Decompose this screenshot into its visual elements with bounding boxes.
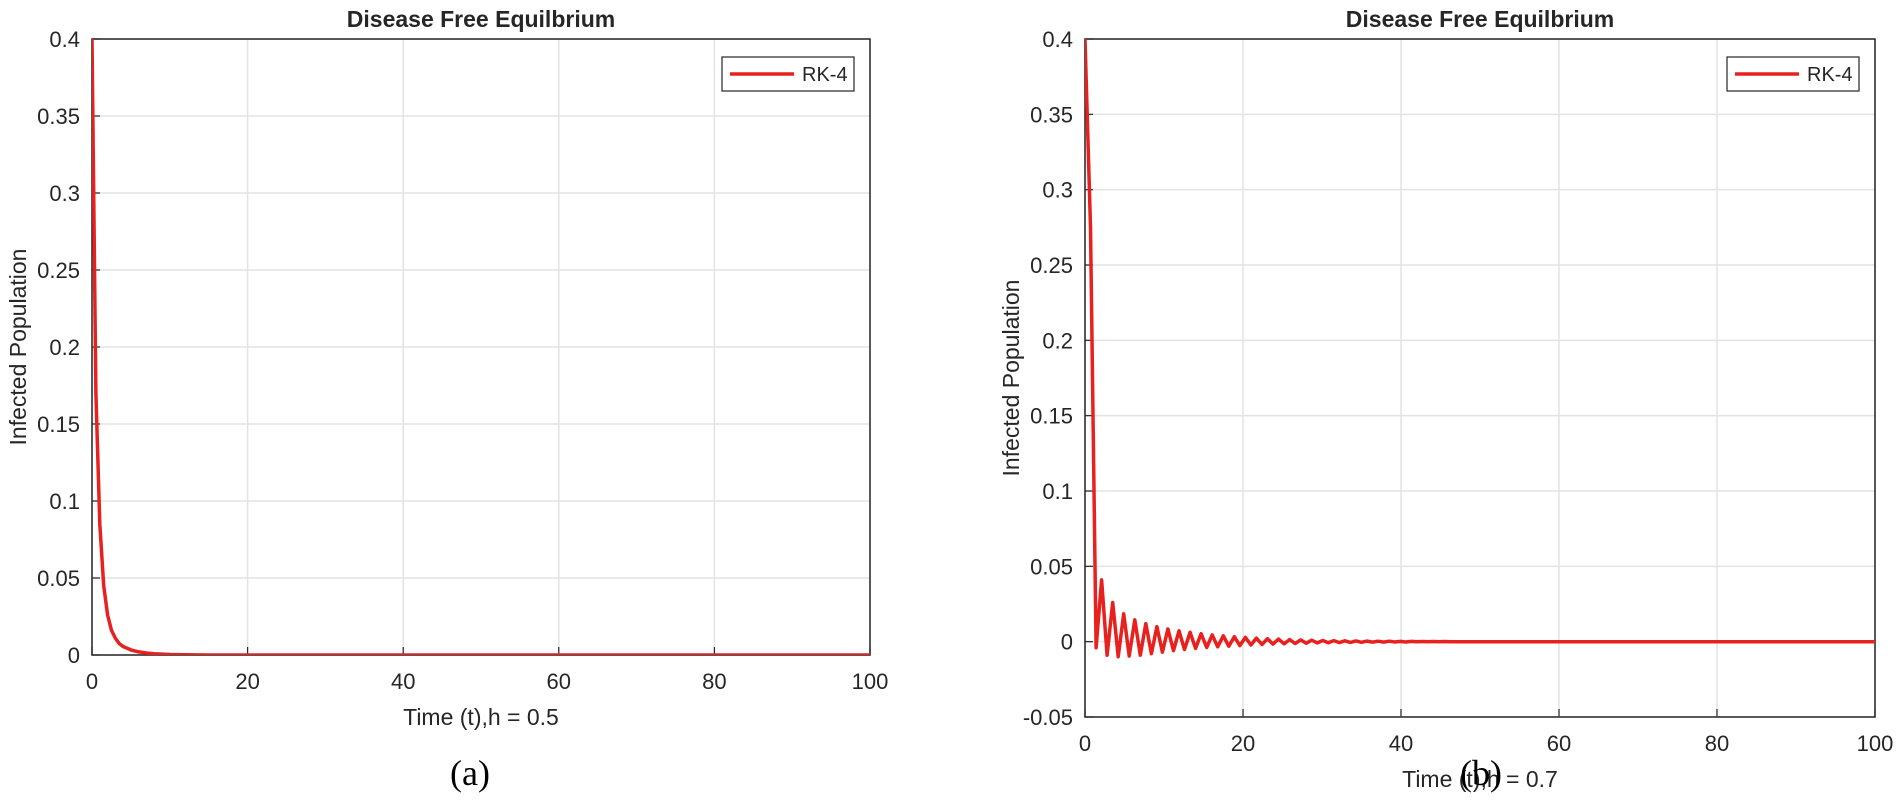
chart-0-x-tick-label: 0 — [86, 669, 98, 694]
caption-a: (a) — [450, 753, 490, 793]
chart-b: 0 20 40 60 80 100-0.0500.050.10.150.20.250.30… — [998, 6, 1894, 792]
chart-a: 0 20 40 60 80 100 0 0.05 0.1 0.15 0.2 0.25 0.3 0.35 0.… — [5, 6, 889, 730]
chart-1-x-tick-label: 20 — [1231, 731, 1255, 756]
chart-1-y-tick-label: 0.15 — [1030, 404, 1073, 429]
chart-1-x-tick-label: 80 — [1705, 731, 1729, 756]
chart-1-y-tick-label: 0.35 — [1030, 102, 1073, 127]
chart-0-y-axis-label: Infected Population — [5, 249, 31, 446]
chart-panel-a: 0 20 40 60 80 100 0 0.05 0.1 0.15 0.2 0.25 0.3 0.35 0.… — [0, 0, 940, 804]
chart-0-x-axis-label: Time (t),h = 0.5 — [403, 704, 559, 730]
chart-1-y-tick-label: 0.2 — [1042, 328, 1073, 353]
chart-0-y-tick-label: 0.05 — [37, 566, 80, 591]
chart-0-y-tick-label: 0.1 — [49, 489, 80, 514]
chart-1-plot-area — [1085, 39, 1875, 717]
chart-0-x-tick-label: 40 — [391, 669, 415, 694]
chart-1-axes-box — [1084, 38, 1876, 718]
chart-0-legend-label: RK-4 — [802, 64, 848, 86]
chart-1-x-tick-label: 60 — [1547, 731, 1571, 756]
chart-0-y-tick-label: 0.4 — [49, 27, 80, 52]
chart-1-y-tick-label: 0.05 — [1030, 554, 1073, 579]
chart-0-y-tick-label: 0.25 — [37, 258, 80, 283]
chart-0-x-tick-label: 60 — [547, 669, 571, 694]
chart-1-y-tick-label: 0.3 — [1042, 178, 1073, 203]
chart-0-y-tick-label: 0.3 — [49, 181, 80, 206]
chart-1-legend-label: RK-4 — [1807, 64, 1853, 86]
chart-1-x-tick-label: 40 — [1389, 731, 1413, 756]
chart-0-y-tick-label: 0.35 — [37, 104, 80, 129]
chart-0-y-tick-label: 0.2 — [49, 335, 80, 360]
chart-1-x-tick-label: 100 — [1857, 731, 1894, 756]
chart-1-y-tick-label: -0.05 — [1023, 705, 1073, 730]
chart-1-title: Disease Free Equilbrium — [1346, 6, 1614, 32]
caption-b: (b) — [1460, 753, 1502, 793]
chart-panel-b: 0 20 40 60 80 100 -0.05 0 0.05 0.1 0.15 0.2 0.25 0.3 0… — [950, 0, 1900, 804]
chart-0-title: Disease Free Equilbrium — [347, 6, 615, 32]
chart-1-y-tick-label: 0.1 — [1042, 479, 1073, 504]
chart-0-x-tick-label: 20 — [235, 669, 259, 694]
chart-1-x-axis-label: Time (t),h = 0.7 — [1402, 766, 1558, 792]
chart-1-x-tick-label: 0 — [1079, 731, 1091, 756]
chart-0-y-tick-label: 0 — [68, 643, 80, 668]
chart-1-series-line-0 — [1085, 39, 1875, 659]
chart-0-x-tick-label: 100 — [852, 669, 889, 694]
chart-1-y-tick-label: 0.4 — [1042, 27, 1073, 52]
chart-0-x-tick-label: 80 — [702, 669, 726, 694]
chart-1-y-tick-label: 0 — [1061, 630, 1073, 655]
chart-0-series-line-0 — [92, 39, 870, 655]
chart-1-y-tick-label: 0.25 — [1030, 253, 1073, 278]
chart-0-y-tick-label: 0.15 — [37, 412, 80, 437]
chart-1-y-axis-label: Infected Population — [998, 280, 1024, 477]
